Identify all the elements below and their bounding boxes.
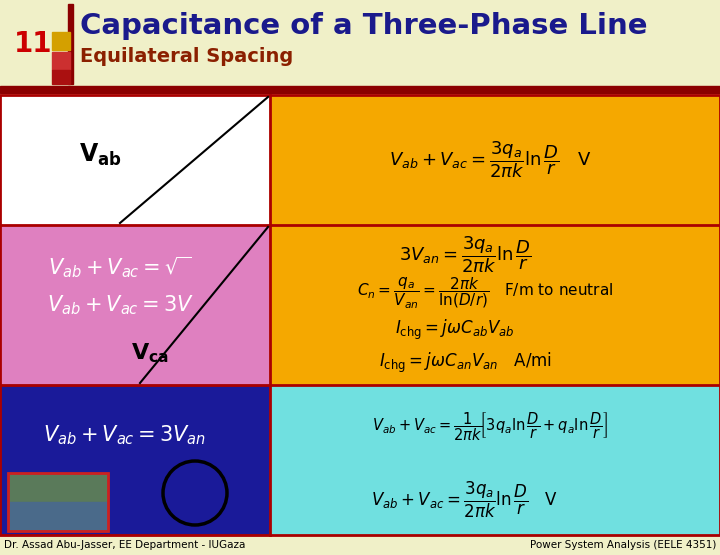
Text: $I_{\mathrm{chg}}=j\omega C_{ab}V_{ab}$: $I_{\mathrm{chg}}=j\omega C_{ab}V_{ab}$ [395,318,515,342]
Bar [0,86,720,88]
Text: $\mathit{V_{ab}+V_{ac}=3V}$: $\mathit{V_{ab}+V_{ac}=3V}$ [47,293,193,317]
Text: Capacitance of a Three-Phase Line: Capacitance of a Three-Phase Line [80,12,647,40]
Text: Equilateral Spacing: Equilateral Spacing [80,47,293,65]
Text: $V_{ab}+V_{ac}=\dfrac{3q_{a}}{2\pi k}\ln\dfrac{D}{r}\quad\mathrm{V}$: $V_{ab}+V_{ac}=\dfrac{3q_{a}}{2\pi k}\ln… [389,140,591,180]
Bar [8,473,108,531]
Bar [0,225,270,385]
Bar [52,70,70,84]
Bar [270,225,720,385]
Bar [270,95,720,225]
Text: $I_{\mathrm{chg}}=j\omega C_{an}V_{an}\quad\mathrm{A/mi}$: $I_{\mathrm{chg}}=j\omega C_{an}V_{an}\q… [379,351,552,375]
Text: $\mathbf{V_{ab}}$: $\mathbf{V_{ab}}$ [78,142,122,168]
Text: Power System Analysis (EELE 4351): Power System Analysis (EELE 4351) [530,540,716,550]
Bar [8,473,108,531]
Text: $V_{ab}+V_{ac}=\dfrac{1}{2\pi k}\!\left[3q_{a}\ln\dfrac{D}{r}+q_{a}\ln\dfrac{D}{: $V_{ab}+V_{ac}=\dfrac{1}{2\pi k}\!\left[… [372,411,608,443]
Bar [52,32,70,50]
Text: Dr. Assad Abu-Jasser, EE Department - IUGaza: Dr. Assad Abu-Jasser, EE Department - IU… [4,540,246,550]
Bar [0,385,270,535]
Text: $\mathit{V_{ab}+V_{ac}=3V_{an}}$: $\mathit{V_{ab}+V_{ac}=3V_{an}}$ [43,423,207,447]
Text: $C_{n}=\dfrac{q_{a}}{V_{an}}=\dfrac{2\pi k}{\ln(D/r)}\quad\mathrm{F/m\ to\ neutr: $C_{n}=\dfrac{q_{a}}{V_{an}}=\dfrac{2\pi… [357,275,613,311]
Text: $\mathit{V_{ab}+V_{ac}=\sqrt{\ }}$: $\mathit{V_{ab}+V_{ac}=\sqrt{\ }}$ [48,254,192,280]
Bar [270,385,720,535]
Text: $V_{ab}+V_{ac}=\dfrac{3q_{a}}{2\pi k}\ln\dfrac{D}{r}\quad\mathrm{V}$: $V_{ab}+V_{ac}=\dfrac{3q_{a}}{2\pi k}\ln… [372,480,559,520]
Bar [8,502,108,531]
Bar [0,88,720,93]
Text: $\mathbf{V_{ca}}$: $\mathbf{V_{ca}}$ [131,341,169,365]
Text: 11: 11 [14,30,53,58]
Bar [52,52,70,70]
Bar [0,95,720,535]
Text: $3V_{an}=\dfrac{3q_{a}}{2\pi k}\ln\dfrac{D}{r}$: $3V_{an}=\dfrac{3q_{a}}{2\pi k}\ln\dfrac… [399,235,531,275]
Bar [0,95,270,225]
Bar [68,4,73,84]
